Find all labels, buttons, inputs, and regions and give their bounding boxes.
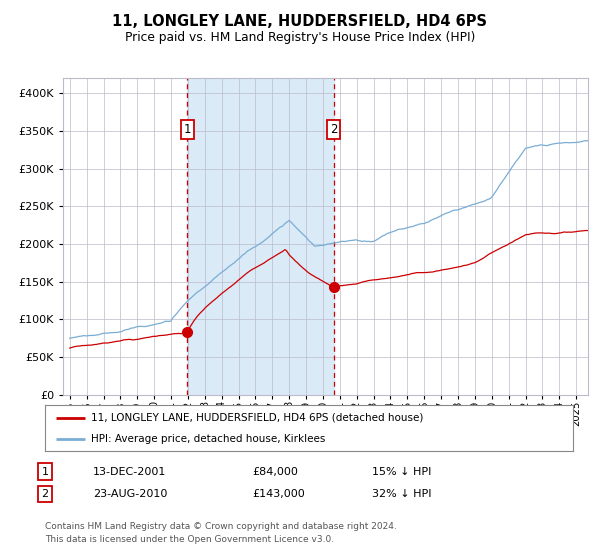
Text: 11, LONGLEY LANE, HUDDERSFIELD, HD4 6PS (detached house): 11, LONGLEY LANE, HUDDERSFIELD, HD4 6PS … bbox=[91, 413, 424, 423]
Text: HPI: Average price, detached house, Kirklees: HPI: Average price, detached house, Kirk… bbox=[91, 435, 326, 444]
Text: 15% ↓ HPI: 15% ↓ HPI bbox=[372, 466, 431, 477]
Text: 13-DEC-2001: 13-DEC-2001 bbox=[93, 466, 166, 477]
Text: 32% ↓ HPI: 32% ↓ HPI bbox=[372, 489, 431, 499]
Text: This data is licensed under the Open Government Licence v3.0.: This data is licensed under the Open Gov… bbox=[45, 535, 334, 544]
Bar bbox=[187, 78, 334, 395]
Text: Contains HM Land Registry data © Crown copyright and database right 2024.: Contains HM Land Registry data © Crown c… bbox=[45, 522, 397, 531]
Text: 2: 2 bbox=[330, 123, 338, 136]
Text: 23-AUG-2010: 23-AUG-2010 bbox=[93, 489, 167, 499]
Text: 2: 2 bbox=[41, 489, 49, 499]
Text: 11, LONGLEY LANE, HUDDERSFIELD, HD4 6PS: 11, LONGLEY LANE, HUDDERSFIELD, HD4 6PS bbox=[113, 14, 487, 29]
Text: £84,000: £84,000 bbox=[252, 466, 298, 477]
Text: 1: 1 bbox=[41, 466, 49, 477]
Text: 1: 1 bbox=[184, 123, 191, 136]
Text: £143,000: £143,000 bbox=[252, 489, 305, 499]
Text: Price paid vs. HM Land Registry's House Price Index (HPI): Price paid vs. HM Land Registry's House … bbox=[125, 31, 475, 44]
